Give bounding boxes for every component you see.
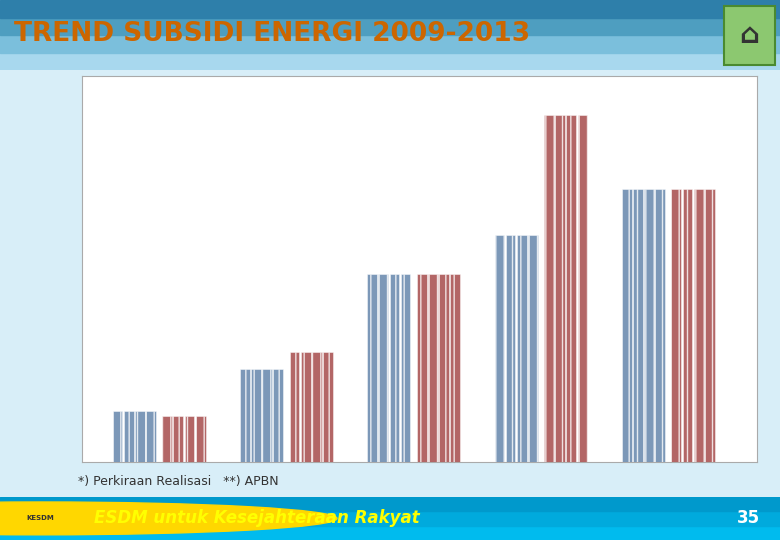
Text: KESDM: KESDM [27, 515, 55, 522]
Bar [633, 189, 643, 462]
Bar [0, 525, 780, 540]
Bar [173, 416, 183, 462]
Bar [428, 274, 438, 462]
Bar [146, 410, 156, 462]
Bar [240, 369, 250, 462]
Text: *) Perkiraan Realisasi   **) APBN: *) Perkiraan Realisasi **) APBN [78, 475, 278, 489]
Bar [682, 189, 693, 462]
Bar [401, 274, 410, 462]
Text: ESDM untuk Kesejahteraan Rakyat: ESDM untuk Kesejahteraan Rakyat [94, 509, 420, 528]
Bar [112, 410, 122, 462]
Bar [528, 234, 537, 462]
Bar [262, 369, 272, 462]
Bar [417, 274, 427, 462]
Bar [185, 416, 194, 462]
Bar [196, 416, 205, 462]
Bar [693, 189, 704, 462]
Bar [566, 116, 576, 462]
Bar [124, 410, 133, 462]
Bar [450, 274, 460, 462]
Bar [251, 369, 261, 462]
Bar [162, 416, 172, 462]
Bar [505, 234, 516, 462]
Bar [312, 352, 321, 462]
Bar [439, 274, 449, 462]
Bar [0, 0, 780, 17]
Bar [655, 189, 665, 462]
Bar [705, 189, 714, 462]
Bar [301, 352, 310, 462]
Bar [378, 274, 388, 462]
Bar [0, 35, 780, 52]
Bar [555, 116, 566, 462]
Bar [273, 369, 283, 462]
Bar [0, 18, 780, 35]
Text: TREND SUBSIDI ENERGI 2009-2013: TREND SUBSIDI ENERGI 2009-2013 [14, 21, 530, 46]
Bar [622, 189, 632, 462]
Circle shape [0, 502, 337, 535]
Bar [367, 274, 377, 462]
Bar [495, 234, 505, 462]
Bar [0, 497, 780, 511]
Bar [135, 410, 145, 462]
Bar [0, 511, 780, 525]
Bar [389, 274, 399, 462]
Bar [517, 234, 526, 462]
Bar [578, 116, 587, 462]
Bar [289, 352, 300, 462]
Bar [672, 189, 681, 462]
Bar [644, 189, 654, 462]
Bar [544, 116, 554, 462]
FancyBboxPatch shape [724, 5, 775, 65]
Text: ⌂: ⌂ [739, 21, 760, 49]
Bar [0, 52, 780, 70]
Bar [323, 352, 333, 462]
Text: 35: 35 [737, 509, 760, 528]
